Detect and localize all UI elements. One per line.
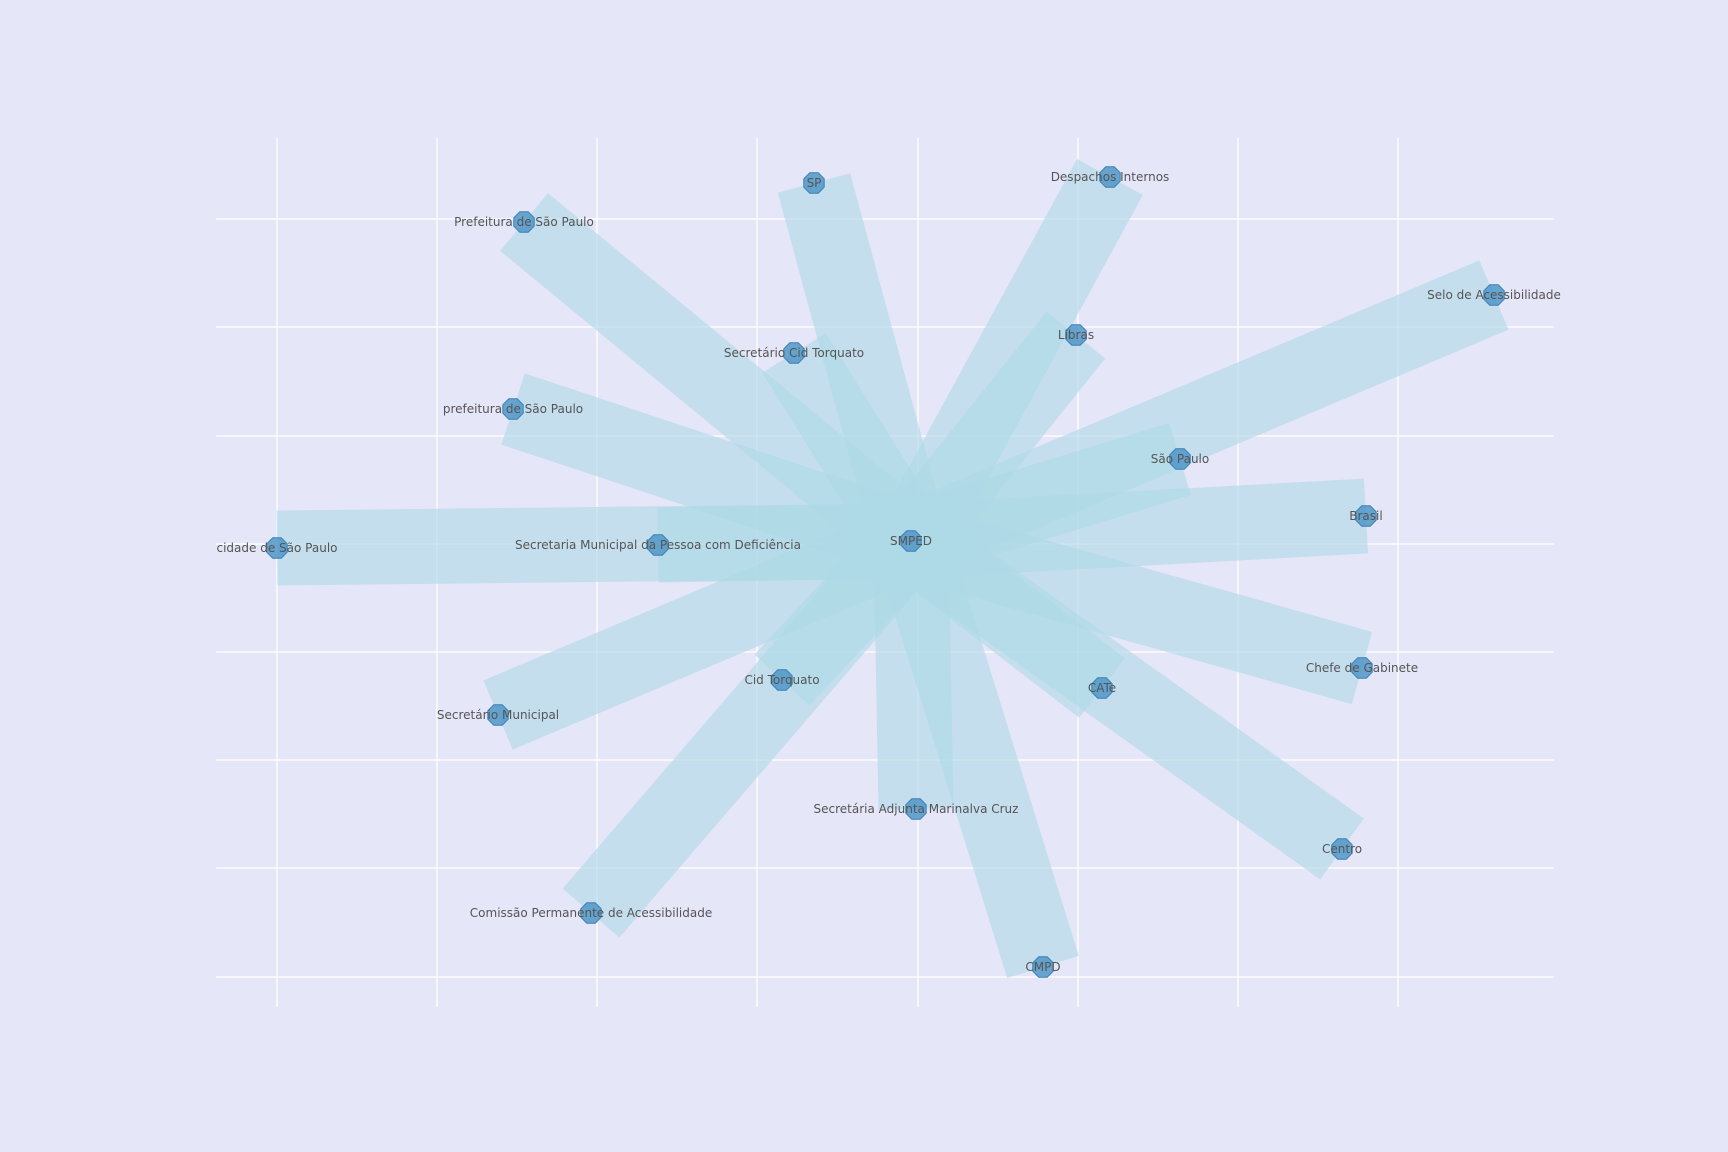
node-label-prefeitura-l: prefeitura de São Paulo — [443, 402, 583, 416]
node-libras[interactable] — [1065, 324, 1087, 346]
node-label-comissao: Comissão Permanente de Acessibilidade — [470, 906, 712, 920]
node-prefeitura[interactable] — [513, 211, 535, 233]
node-brasil[interactable] — [1355, 505, 1377, 527]
edge-smped-secmun — [483, 506, 926, 750]
node-label-cate: CATe — [1088, 681, 1116, 695]
node-cidade[interactable] — [266, 537, 288, 559]
node-label-sec-cid: Secretário Cid Torquato — [724, 346, 864, 360]
node-despachos[interactable] — [1099, 166, 1121, 188]
edge-smped-chefe — [900, 504, 1373, 705]
node-label-despachos: Despachos Internos — [1051, 170, 1170, 184]
node-secmun[interactable] — [487, 704, 509, 726]
node-cid[interactable] — [771, 669, 793, 691]
node-sec-cid[interactable] — [783, 342, 805, 364]
node-label-sp: SP — [807, 176, 822, 190]
node-label-chefe: Chefe de Gabinete — [1306, 661, 1418, 675]
node-comissao[interactable] — [580, 902, 602, 924]
node-prefeitura-l[interactable] — [502, 398, 524, 420]
node-selo[interactable] — [1483, 284, 1505, 306]
edge-layer — [276, 159, 1509, 979]
node-sp[interactable] — [803, 172, 825, 194]
node-label-adjunta: Secretária Adjunta Marinalva Cruz — [814, 802, 1019, 816]
node-label-selo: Selo de Acessibilidade — [1427, 288, 1561, 302]
node-label-secmun: Secretário Municipal — [437, 708, 559, 722]
edge-smped-centro — [889, 510, 1364, 880]
node-smped[interactable] — [900, 530, 922, 552]
edge-smped-sp — [777, 173, 948, 551]
node-label-saopaulo: São Paulo — [1151, 452, 1209, 466]
node-centro[interactable] — [1331, 838, 1353, 860]
node-cmpd[interactable] — [1032, 956, 1054, 978]
node-label-prefeitura: Prefeitura de São Paulo — [454, 215, 594, 229]
node-label-centro: Centro — [1322, 842, 1362, 856]
edge-smped-cmpd — [875, 529, 1079, 979]
node-saopaulo[interactable] — [1169, 448, 1191, 470]
node-layer — [266, 166, 1505, 978]
node-cate[interactable] — [1091, 677, 1113, 699]
node-label-libras: Libras — [1058, 328, 1094, 342]
node-label-brasil: Brasil — [1349, 509, 1382, 523]
node-label-cmpd: CMPD — [1025, 960, 1060, 974]
node-secretaria[interactable] — [647, 534, 669, 556]
label-layer: SMPED SP Despachos Internos Prefeitura de S… — [217, 170, 1561, 974]
node-label-cid: Cid Torquato — [744, 673, 819, 687]
node-chefe[interactable] — [1351, 657, 1373, 679]
edge-smped-comissao — [562, 516, 940, 938]
node-label-smped: SMPED — [890, 534, 932, 548]
node-label-cidade: cidade de São Paulo — [217, 541, 338, 555]
node-adjunta[interactable] — [905, 798, 927, 820]
node-label-secretaria: Secretaria Municipal da Pessoa com Defic… — [515, 538, 801, 552]
